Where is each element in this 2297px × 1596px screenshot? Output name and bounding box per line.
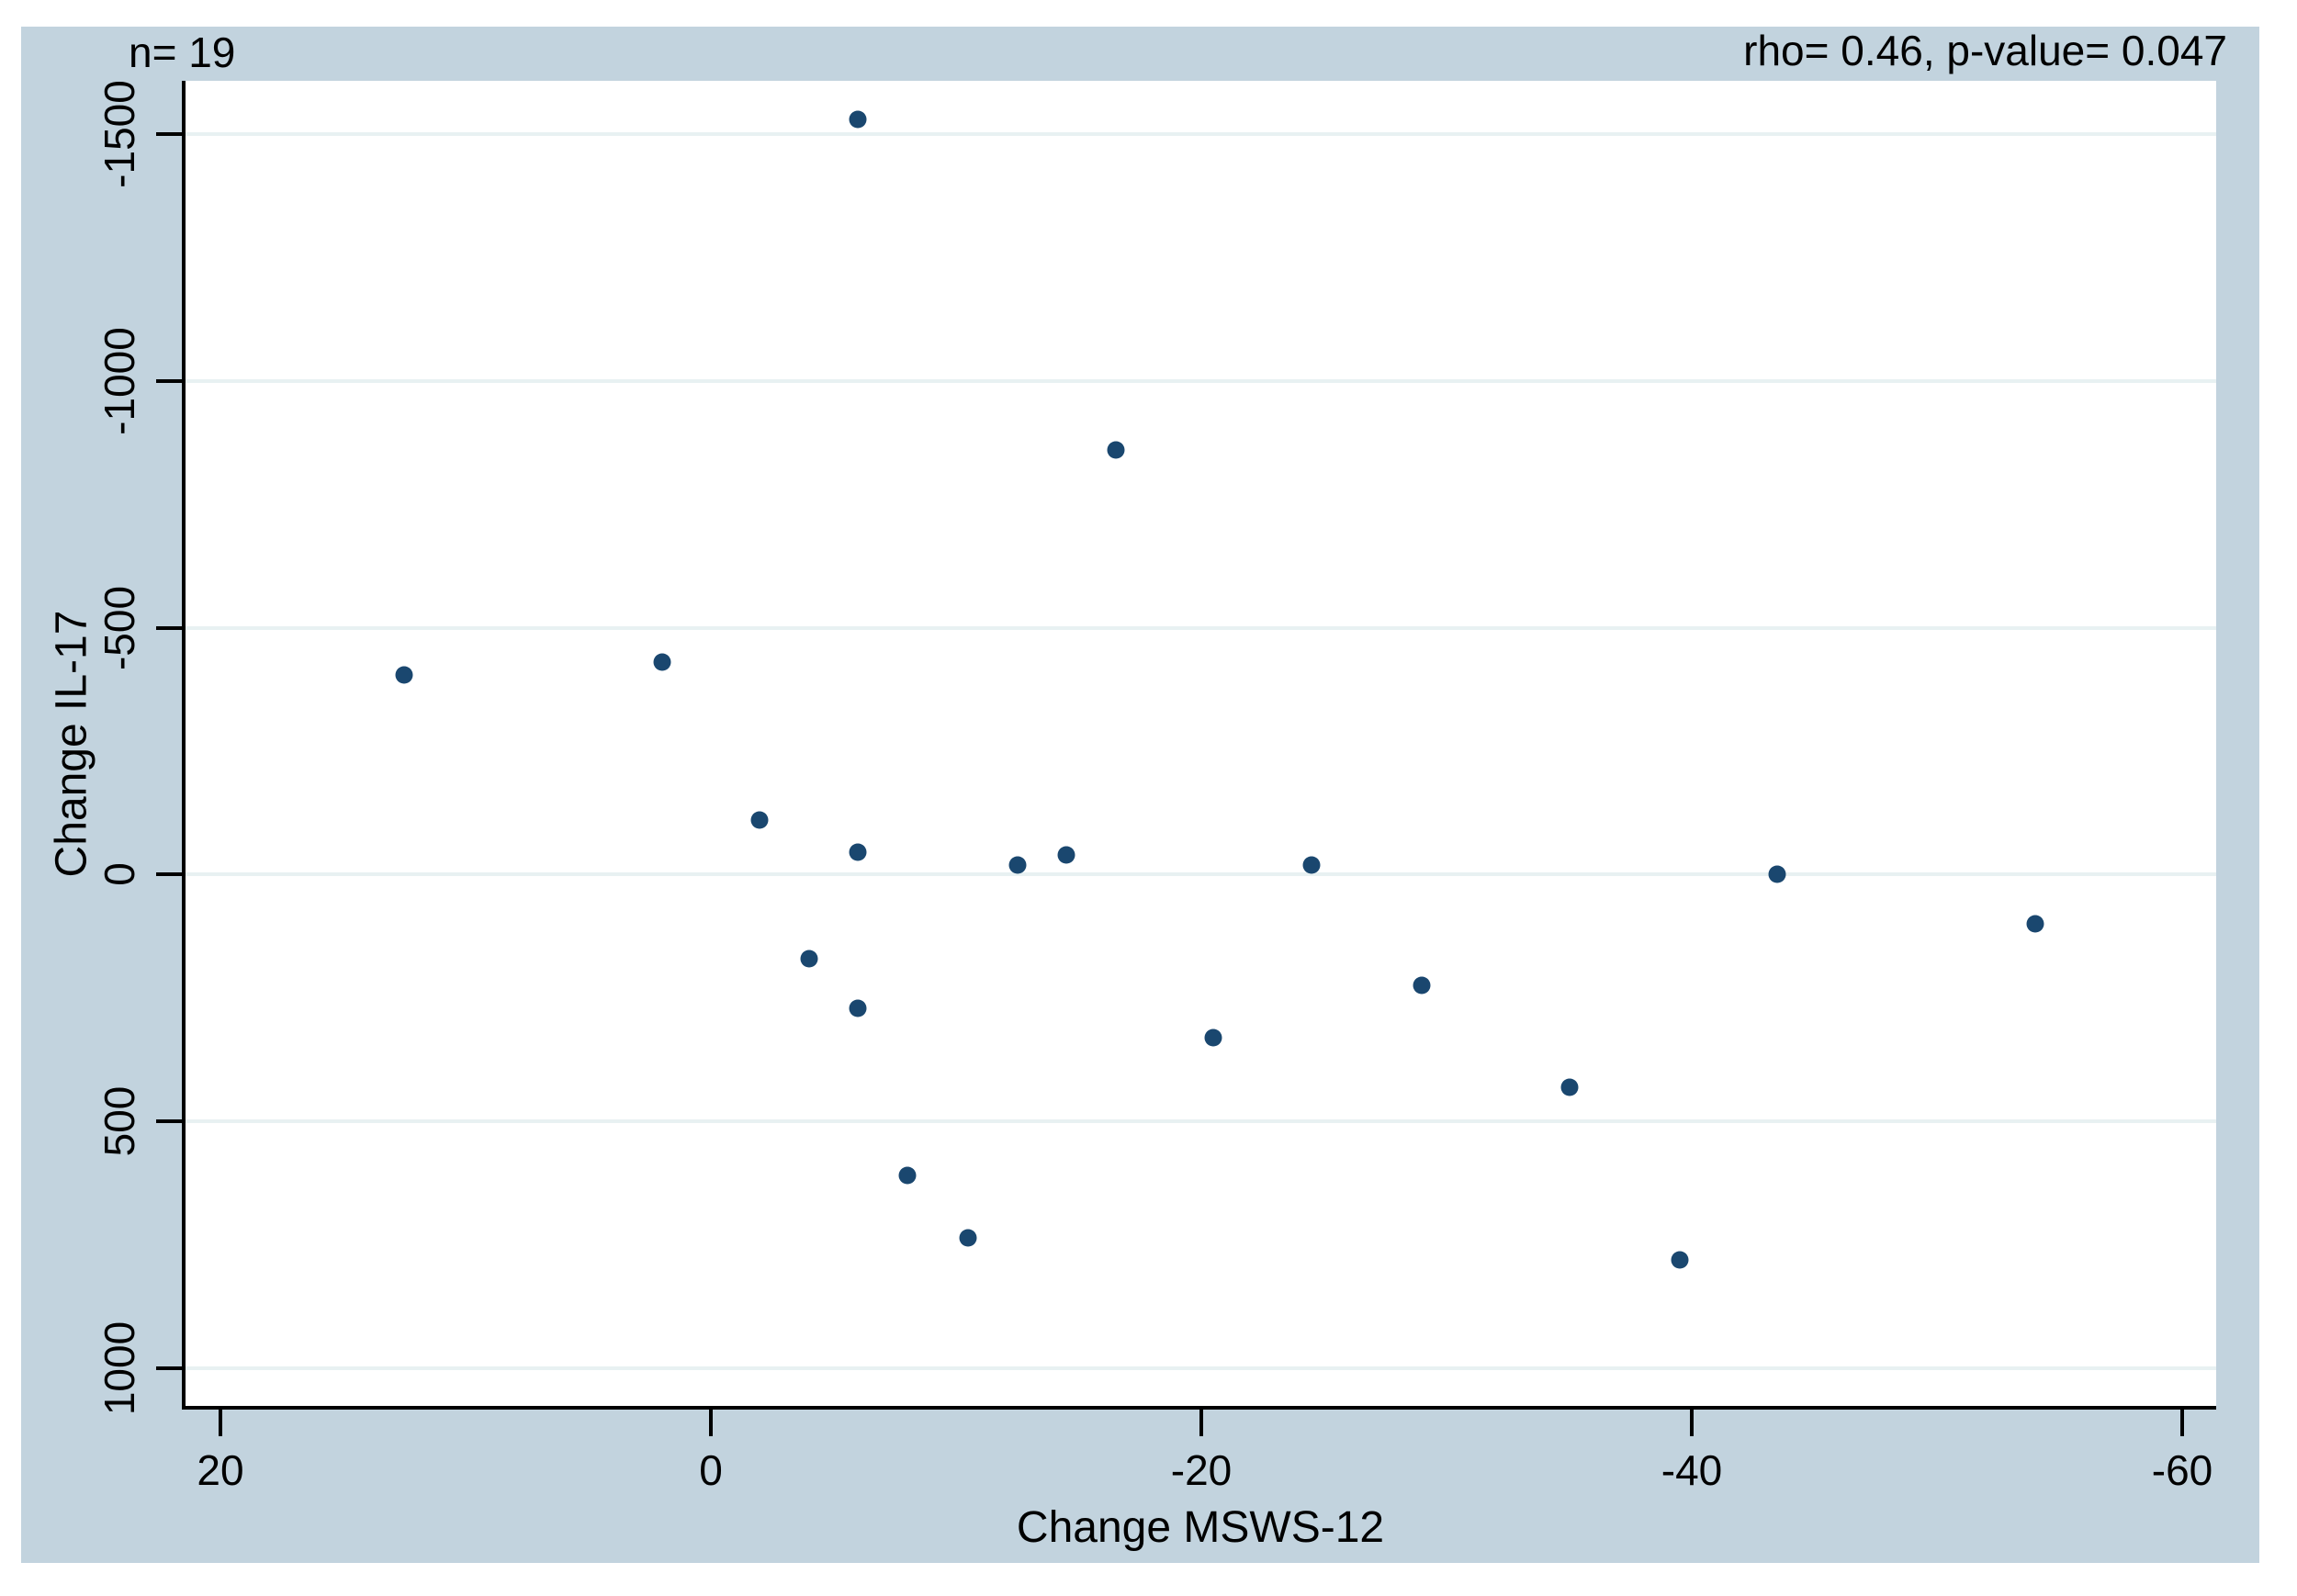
scatter-point	[800, 950, 818, 968]
y-tick-label: 1000	[96, 1321, 143, 1416]
scatter-point	[898, 1166, 917, 1185]
sample-size-annotation: n= 19	[129, 28, 236, 76]
x-axis-tick	[219, 1410, 222, 1436]
scatter-point	[1768, 865, 1786, 883]
plot-area	[182, 81, 2216, 1410]
x-axis-tick	[709, 1410, 713, 1436]
scatter-point	[1671, 1251, 1689, 1269]
scatter-point	[849, 843, 867, 861]
scatter-point	[1107, 441, 1125, 459]
x-tick-label: -40	[1661, 1446, 1723, 1494]
scatter-point	[653, 653, 671, 671]
scatter-point	[2026, 915, 2044, 933]
y-gridline	[186, 1366, 2216, 1370]
y-axis-tick	[156, 872, 183, 877]
correlation-annotation: rho= 0.46, p-value= 0.047	[1743, 27, 2227, 74]
y-gridline	[186, 378, 2216, 383]
x-axis-tick	[1690, 1410, 1694, 1436]
y-axis-tick	[156, 132, 183, 136]
scatter-point	[1413, 976, 1431, 995]
y-tick-label: -500	[96, 585, 143, 670]
scatter-point	[1560, 1078, 1578, 1096]
x-tick-label: 0	[699, 1446, 723, 1494]
y-gridline	[186, 625, 2216, 630]
y-gridline	[186, 1119, 2216, 1124]
scatter-point	[750, 811, 769, 829]
y-axis-tick	[156, 378, 183, 383]
scatter-point	[1057, 846, 1075, 864]
y-tick-label: -1000	[96, 326, 143, 435]
y-gridline	[186, 872, 2216, 877]
y-axis-tick	[156, 1366, 183, 1370]
x-axis-title: Change MSWS-12	[1016, 1503, 1385, 1552]
y-axis-tick	[156, 1119, 183, 1124]
x-tick-label: -60	[2151, 1446, 2213, 1494]
y-gridline	[186, 132, 2216, 136]
y-tick-label: -1500	[96, 80, 143, 188]
y-axis-tick	[156, 625, 183, 630]
scatter-point	[395, 666, 413, 684]
x-axis-tick	[2180, 1410, 2184, 1436]
scatter-point	[1008, 856, 1027, 874]
scatter-point	[849, 999, 867, 1017]
scatter-point	[1204, 1028, 1222, 1047]
x-tick-label: -20	[1170, 1446, 1233, 1494]
scatter-point	[1302, 856, 1321, 874]
x-axis-tick	[1199, 1410, 1203, 1436]
scatter-point	[849, 110, 867, 129]
y-tick-label: 0	[96, 862, 143, 887]
scatter-point	[959, 1229, 977, 1247]
y-tick-label: 500	[96, 1085, 143, 1157]
x-tick-label: 20	[197, 1446, 244, 1494]
y-axis-title: Change IL-17	[47, 610, 96, 878]
